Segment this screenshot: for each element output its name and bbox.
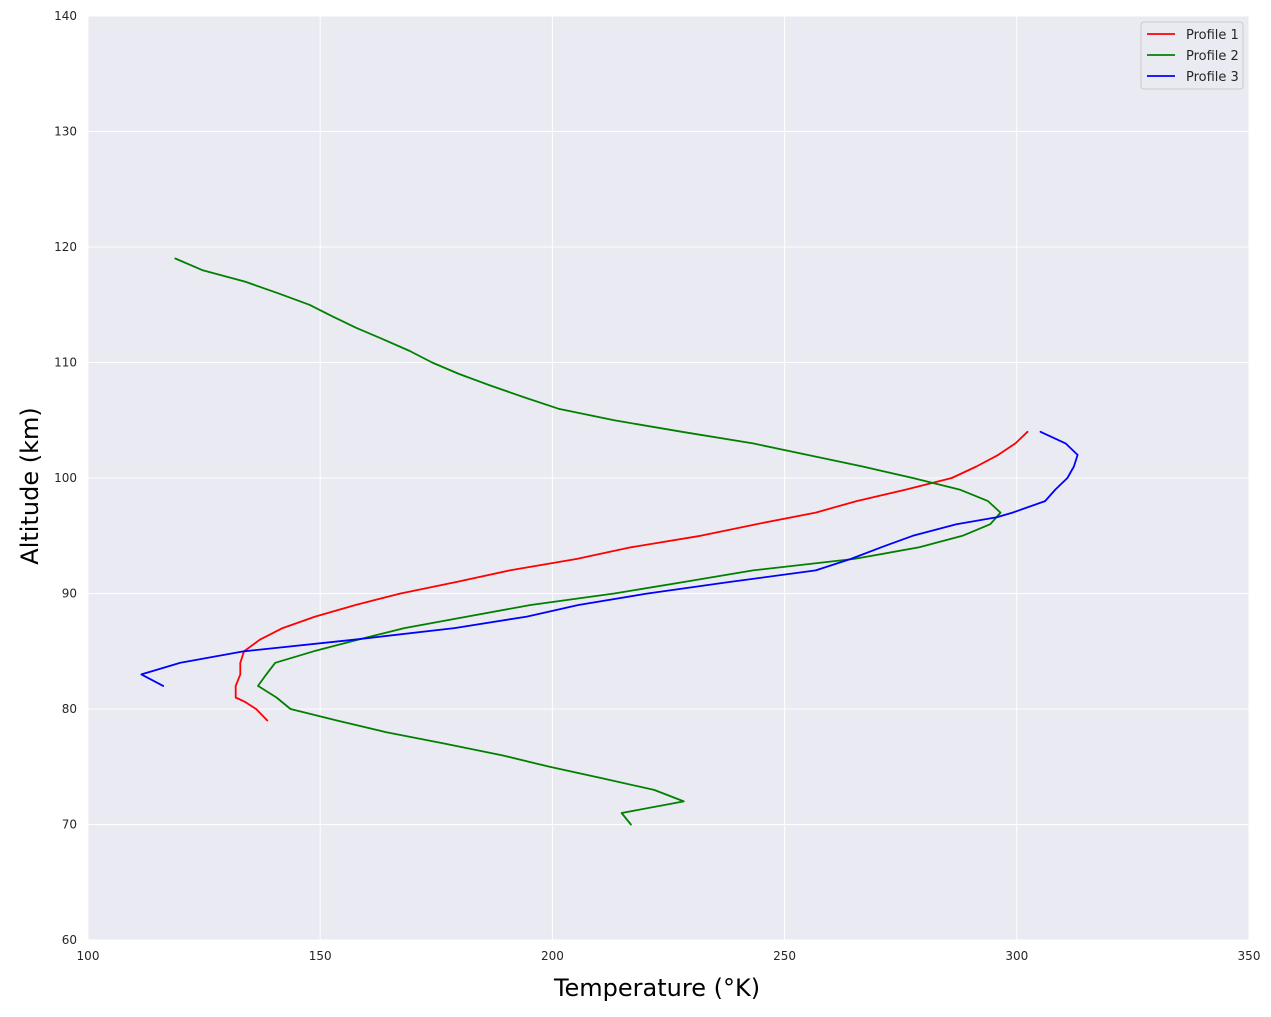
y-tick-labels: 60 70 80 90 100 110 120 130 140: [54, 9, 77, 947]
x-tick-label: 200: [541, 949, 564, 963]
y-axis-title: Altitude (km): [16, 407, 44, 564]
legend: Profile 1 Profile 2 Profile 3: [1140, 21, 1244, 90]
x-tick-label: 250: [773, 949, 796, 963]
legend-items: Profile 1 Profile 2 Profile 3: [1147, 28, 1239, 85]
x-tick-label: 100: [77, 949, 100, 963]
x-axis-title: Temperature (°K): [553, 974, 760, 1002]
y-tick-label: 80: [62, 702, 77, 716]
legend-label-2: Profile 2: [1186, 49, 1239, 64]
grid-lines: [87, 15, 1250, 941]
series-line-2: [174, 257, 1002, 826]
y-tick-label: 120: [54, 240, 77, 254]
y-tick-label: 60: [62, 933, 77, 947]
y-tick-label: 70: [62, 818, 77, 832]
x-tick-label: 300: [1005, 949, 1028, 963]
x-tick-label: 350: [1238, 949, 1261, 963]
y-tick-label: 110: [54, 356, 77, 370]
y-tick-label: 100: [54, 471, 77, 485]
series-lines: [140, 257, 1079, 826]
y-tick-label: 140: [54, 9, 77, 23]
legend-label-1: Profile 1: [1186, 28, 1239, 43]
series-line-3: [140, 430, 1079, 687]
series-line-1: [234, 430, 1029, 722]
x-tick-label: 150: [309, 949, 332, 963]
legend-label-3: Profile 3: [1186, 70, 1239, 85]
y-tick-label: 130: [54, 125, 77, 139]
x-tick-labels: 100 150 200 250 300 350: [77, 949, 1261, 963]
y-tick-label: 90: [62, 587, 77, 601]
legend-box: [1140, 21, 1244, 90]
